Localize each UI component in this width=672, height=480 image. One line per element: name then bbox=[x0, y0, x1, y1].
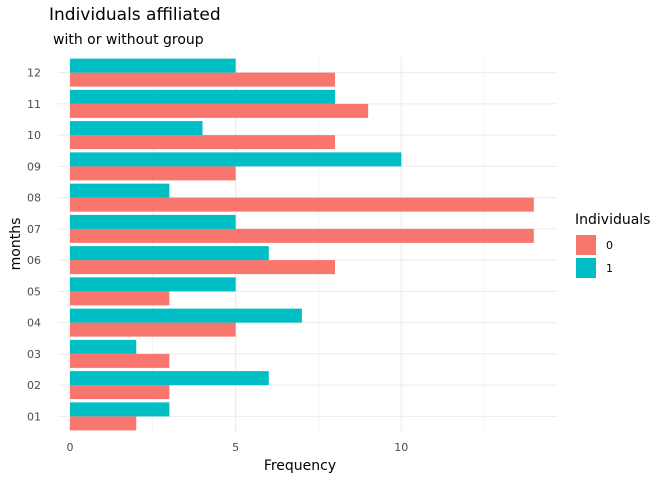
bar-12-series-0 bbox=[70, 72, 336, 87]
bar-12-series-1 bbox=[70, 58, 236, 73]
bar-06-series-0 bbox=[70, 260, 336, 275]
chart-subtitle: with or without group bbox=[53, 32, 204, 48]
bar-06-series-1 bbox=[70, 246, 269, 261]
y-axis-title: months bbox=[8, 218, 24, 271]
x-tick-label-0: 0 bbox=[67, 441, 74, 454]
legend-key-0 bbox=[576, 235, 596, 255]
legend-label-0: 0 bbox=[606, 239, 613, 252]
bar-05-series-0 bbox=[70, 291, 170, 306]
bar-07-series-0 bbox=[70, 228, 534, 243]
y-tick-label-09: 09 bbox=[27, 160, 41, 173]
x-tick-label-10: 10 bbox=[394, 441, 408, 454]
bar-07-series-1 bbox=[70, 214, 236, 229]
y-tick-label-02: 02 bbox=[27, 379, 41, 392]
bar-09-series-1 bbox=[70, 152, 402, 167]
bar-08-series-0 bbox=[70, 197, 534, 212]
y-tick-label-07: 07 bbox=[27, 223, 41, 236]
y-tick-labels: 01 02 03 04 05 06 07 08 09 10 11 12 bbox=[27, 67, 41, 424]
bar-10-series-0 bbox=[70, 135, 336, 150]
y-tick-label-03: 03 bbox=[27, 348, 41, 361]
bar-05-series-1 bbox=[70, 277, 236, 292]
x-axis-title: Frequency bbox=[264, 458, 336, 474]
x-tick-labels: 0 5 10 bbox=[67, 441, 409, 454]
y-tick-label-10: 10 bbox=[27, 129, 41, 142]
bar-04-series-0 bbox=[70, 322, 236, 337]
y-tick-label-11: 11 bbox=[27, 98, 41, 111]
y-tick-label-12: 12 bbox=[27, 67, 41, 80]
bar-02-series-0 bbox=[70, 385, 170, 400]
bar-01-series-0 bbox=[70, 416, 137, 431]
bars bbox=[70, 58, 534, 431]
bar-11-series-1 bbox=[70, 89, 336, 104]
chart-title: Individuals affiliated bbox=[49, 5, 221, 25]
y-tick-label-04: 04 bbox=[27, 317, 41, 330]
bar-09-series-0 bbox=[70, 166, 236, 181]
bar-08-series-1 bbox=[70, 183, 170, 198]
legend-label-1: 1 bbox=[606, 262, 613, 275]
y-tick-label-01: 01 bbox=[27, 410, 41, 423]
bar-03-series-0 bbox=[70, 353, 170, 368]
legend-title: Individuals bbox=[575, 212, 650, 228]
bar-01-series-1 bbox=[70, 402, 170, 417]
y-tick-label-08: 08 bbox=[27, 192, 41, 205]
bar-11-series-0 bbox=[70, 103, 369, 118]
legend: Individuals 0 1 bbox=[575, 212, 650, 278]
x-tick-label-5: 5 bbox=[232, 441, 239, 454]
bar-10-series-1 bbox=[70, 121, 203, 136]
bar-03-series-1 bbox=[70, 339, 137, 354]
bar-02-series-1 bbox=[70, 371, 269, 386]
bar-04-series-1 bbox=[70, 308, 302, 323]
y-tick-label-05: 05 bbox=[27, 285, 41, 298]
y-tick-label-06: 06 bbox=[27, 254, 41, 267]
legend-key-1 bbox=[576, 258, 596, 278]
